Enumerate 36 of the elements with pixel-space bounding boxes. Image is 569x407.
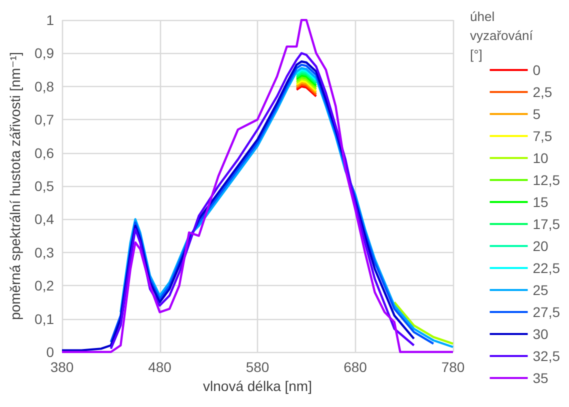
x-tick-label: 780 [441,359,465,375]
legend-label: 22,5 [532,260,560,276]
legend-label: 35 [532,370,549,386]
x-axis-title: vlnová délka [nm] [203,378,312,394]
legend-label: 25 [532,282,549,298]
y-tick-label: 0,5 [34,178,54,194]
y-tick-label: 0 [46,344,54,360]
legend-label: 2,5 [532,84,552,100]
x-tick-label: 680 [344,359,368,375]
y-tick-label: 0,8 [34,78,54,94]
y-tick-label: 0,4 [34,211,54,228]
legend-label: 32,5 [532,348,560,364]
legend-label: 10 [532,150,549,166]
legend-label: 20 [532,238,549,254]
legend-label: 7,5 [532,128,552,144]
y-tick-label: 0,2 [34,278,54,294]
x-tick-label: 480 [148,359,172,375]
y-tick-label: 0,3 [34,244,54,260]
legend-title: úhel vyzařování [°] [470,9,536,62]
line-series [60,18,454,354]
legend-label: 15 [532,194,549,210]
legend-label: 30 [532,326,549,342]
legend-label: 17,5 [532,216,560,232]
y-tick-label: 0,9 [34,45,54,62]
y-tick-label: 0,1 [34,310,54,327]
y-tick-label: 1 [46,12,54,28]
legend-label: 27,5 [532,304,560,320]
line-series [60,60,415,352]
x-tick-label: 580 [246,359,270,375]
x-tick-label: 380 [50,359,74,375]
legend-label: 12,5 [532,172,560,188]
legend-label: 5 [532,106,541,122]
y-tick-label: 0,6 [34,144,54,161]
legend-label: 0 [532,62,541,78]
y-tick-label: 0,7 [34,112,54,128]
y-axis-title: poměrná spektrální hustota zářivosti [nm⁻¹] [7,52,23,320]
